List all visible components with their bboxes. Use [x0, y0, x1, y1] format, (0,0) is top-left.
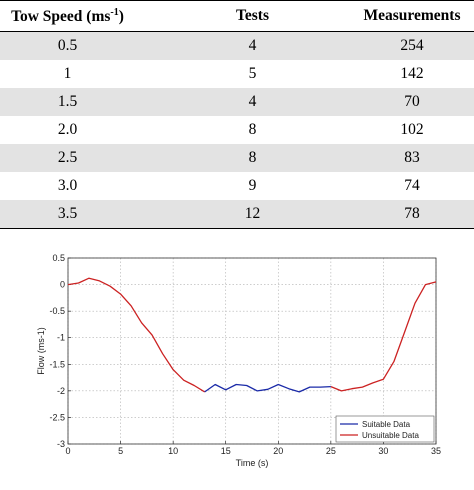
chart-svg: 0 5 10 15 20 25 30 35 0.5 0 -0.5 -1 -1.5 -2 -2.5 -3 Time… — [36, 253, 441, 468]
table-row: 0.5 4 254 — [0, 31, 474, 60]
x-tick-label: 25 — [326, 446, 336, 456]
cell-tests: 8 — [248, 121, 257, 138]
y-tick-label: -0.5 — [49, 306, 65, 316]
header-tests: Tests — [135, 0, 340, 32]
cell-tests: 9 — [248, 177, 257, 194]
cell-tests: 5 — [248, 65, 257, 82]
header-tow-speed: Tow Speed (ms-1) — [0, 0, 135, 32]
legend-box — [335, 415, 435, 443]
cell-tests: 12 — [135, 200, 340, 229]
cell-tests: 4 — [135, 88, 340, 116]
table-header-row: Tow Speed (ms-1) Tests Measurements — [0, 0, 474, 32]
y-axis-label: Flow (ms-1) — [36, 327, 46, 375]
table-row: 3.5 12 78 — [0, 200, 474, 229]
y-tick-label: 0.5 — [52, 253, 65, 263]
y-tick-label: -2.5 — [49, 412, 65, 422]
cell-tests: 4 — [135, 31, 340, 60]
cell-speed: 2.5 — [0, 144, 135, 172]
header-measurements: Measurements — [340, 0, 474, 32]
plot-background — [68, 258, 436, 444]
y-tick-label: 0 — [60, 280, 65, 290]
x-tick-label: 5 — [118, 446, 123, 456]
y-tick-label: -1.5 — [49, 359, 65, 369]
cell-speed: 3.0 — [57, 177, 78, 194]
x-tick-label: 10 — [168, 446, 178, 456]
x-tick-label: 20 — [273, 446, 283, 456]
cell-measurements: 78 — [340, 200, 474, 229]
tow-speed-table: Tow Speed (ms-1) Tests Measurements 0.5 … — [0, 0, 474, 229]
table-row: 2.5 8 83 — [0, 144, 474, 172]
table-row: 2.0 8 102 — [0, 116, 474, 144]
legend-label: Unsuitable Data — [362, 431, 419, 440]
plot-frame — [67, 257, 437, 445]
x-tick-label: 15 — [221, 446, 231, 456]
chart-canvas: 0 5 10 15 20 25 30 35 0.5 0 -0.5 -1 -1.5 -2 -2.5 -3 Time… — [0, 246, 474, 490]
series-line — [67, 277, 206, 393]
x-axis-label: Time (s) — [236, 458, 269, 468]
x-tick-label: 30 — [378, 446, 388, 456]
table-row: 1 5 142 — [0, 60, 474, 88]
cell-speed: 1.5 — [0, 88, 135, 116]
cell-tests: 8 — [135, 144, 340, 172]
flow-chart: 0 5 10 15 20 25 30 35 0.5 0 -0.5 -1 -1.5 -2 -2.5 -3 Time… — [0, 246, 474, 490]
cell-measurements: 70 — [340, 88, 474, 116]
cell-measurements: 83 — [340, 144, 474, 172]
cell-speed: 2.0 — [57, 121, 78, 138]
cell-measurements: 254 — [340, 31, 474, 60]
cell-measurements: 102 — [400, 121, 424, 138]
series-line — [204, 383, 331, 393]
y-tick-label: -2 — [57, 386, 65, 396]
legend-label: Suitable Data — [362, 420, 411, 429]
cell-measurements: 142 — [400, 65, 424, 82]
cell-speed: 0.5 — [0, 31, 135, 60]
table-row: 3.0 9 74 — [0, 172, 474, 200]
cell-speed: 3.5 — [0, 200, 135, 229]
table-row: 1.5 4 70 — [0, 88, 474, 116]
cell-speed: 1 — [63, 65, 72, 82]
y-tick-label: -1 — [57, 333, 65, 343]
series-line — [330, 281, 437, 392]
x-tick-label: 35 — [431, 446, 441, 456]
y-tick-label: -3 — [57, 439, 65, 449]
cell-measurements: 74 — [404, 177, 420, 194]
x-tick-label: 0 — [65, 446, 70, 456]
